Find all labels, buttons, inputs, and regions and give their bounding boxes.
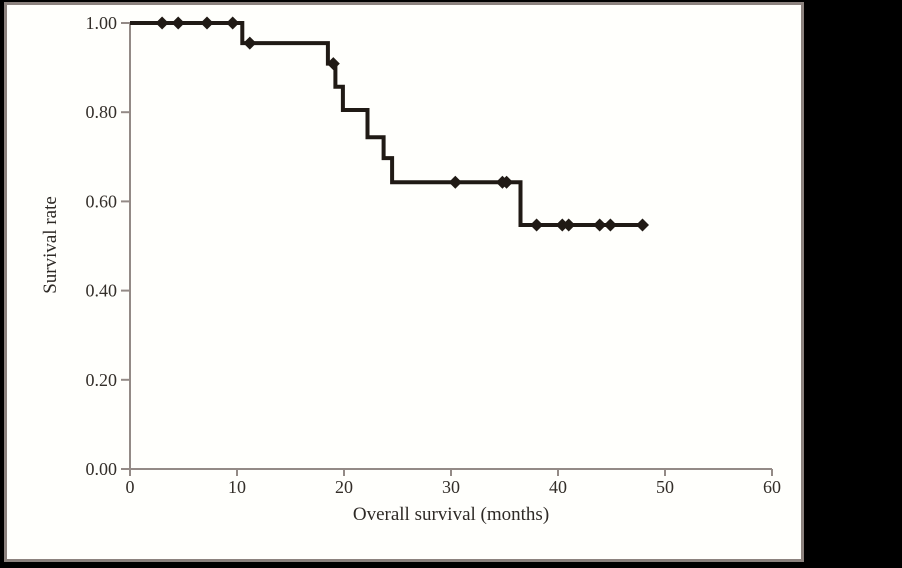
censor-mark-diamond [530,218,544,232]
censor-mark-diamond [500,175,514,189]
y-tick-label: 0.00 [86,459,118,479]
censor-mark-diamond [155,16,169,30]
y-tick-label: 0.20 [86,370,118,390]
y-tick-label: 1.00 [86,13,118,33]
y-tick-label: 0.60 [86,191,118,211]
censor-mark-diamond [326,57,340,71]
x-axis-title: Overall survival (months) [352,504,550,525]
x-tick-label: 30 [442,477,460,497]
x-tick-label: 0 [126,477,135,497]
x-tick-label: 40 [549,477,567,497]
x-tick-label: 50 [656,477,674,497]
x-tick-label: 60 [763,477,781,497]
y-tick-label: 0.40 [86,281,118,301]
censor-mark-diamond [171,16,185,30]
x-tick-label: 20 [335,477,353,497]
censor-mark-diamond [200,16,214,30]
x-tick-label: 10 [228,477,246,497]
censor-mark-diamond [593,218,607,232]
censor-mark-diamond [226,16,240,30]
censor-mark-diamond [635,218,650,232]
censor-mark-diamond [448,175,462,189]
censor-mark-diamond [603,218,617,232]
survival-curve [130,21,644,227]
censor-mark-diamond [243,36,257,50]
censor-mark-diamond [562,218,576,232]
y-tick-label: 0.80 [86,102,118,122]
